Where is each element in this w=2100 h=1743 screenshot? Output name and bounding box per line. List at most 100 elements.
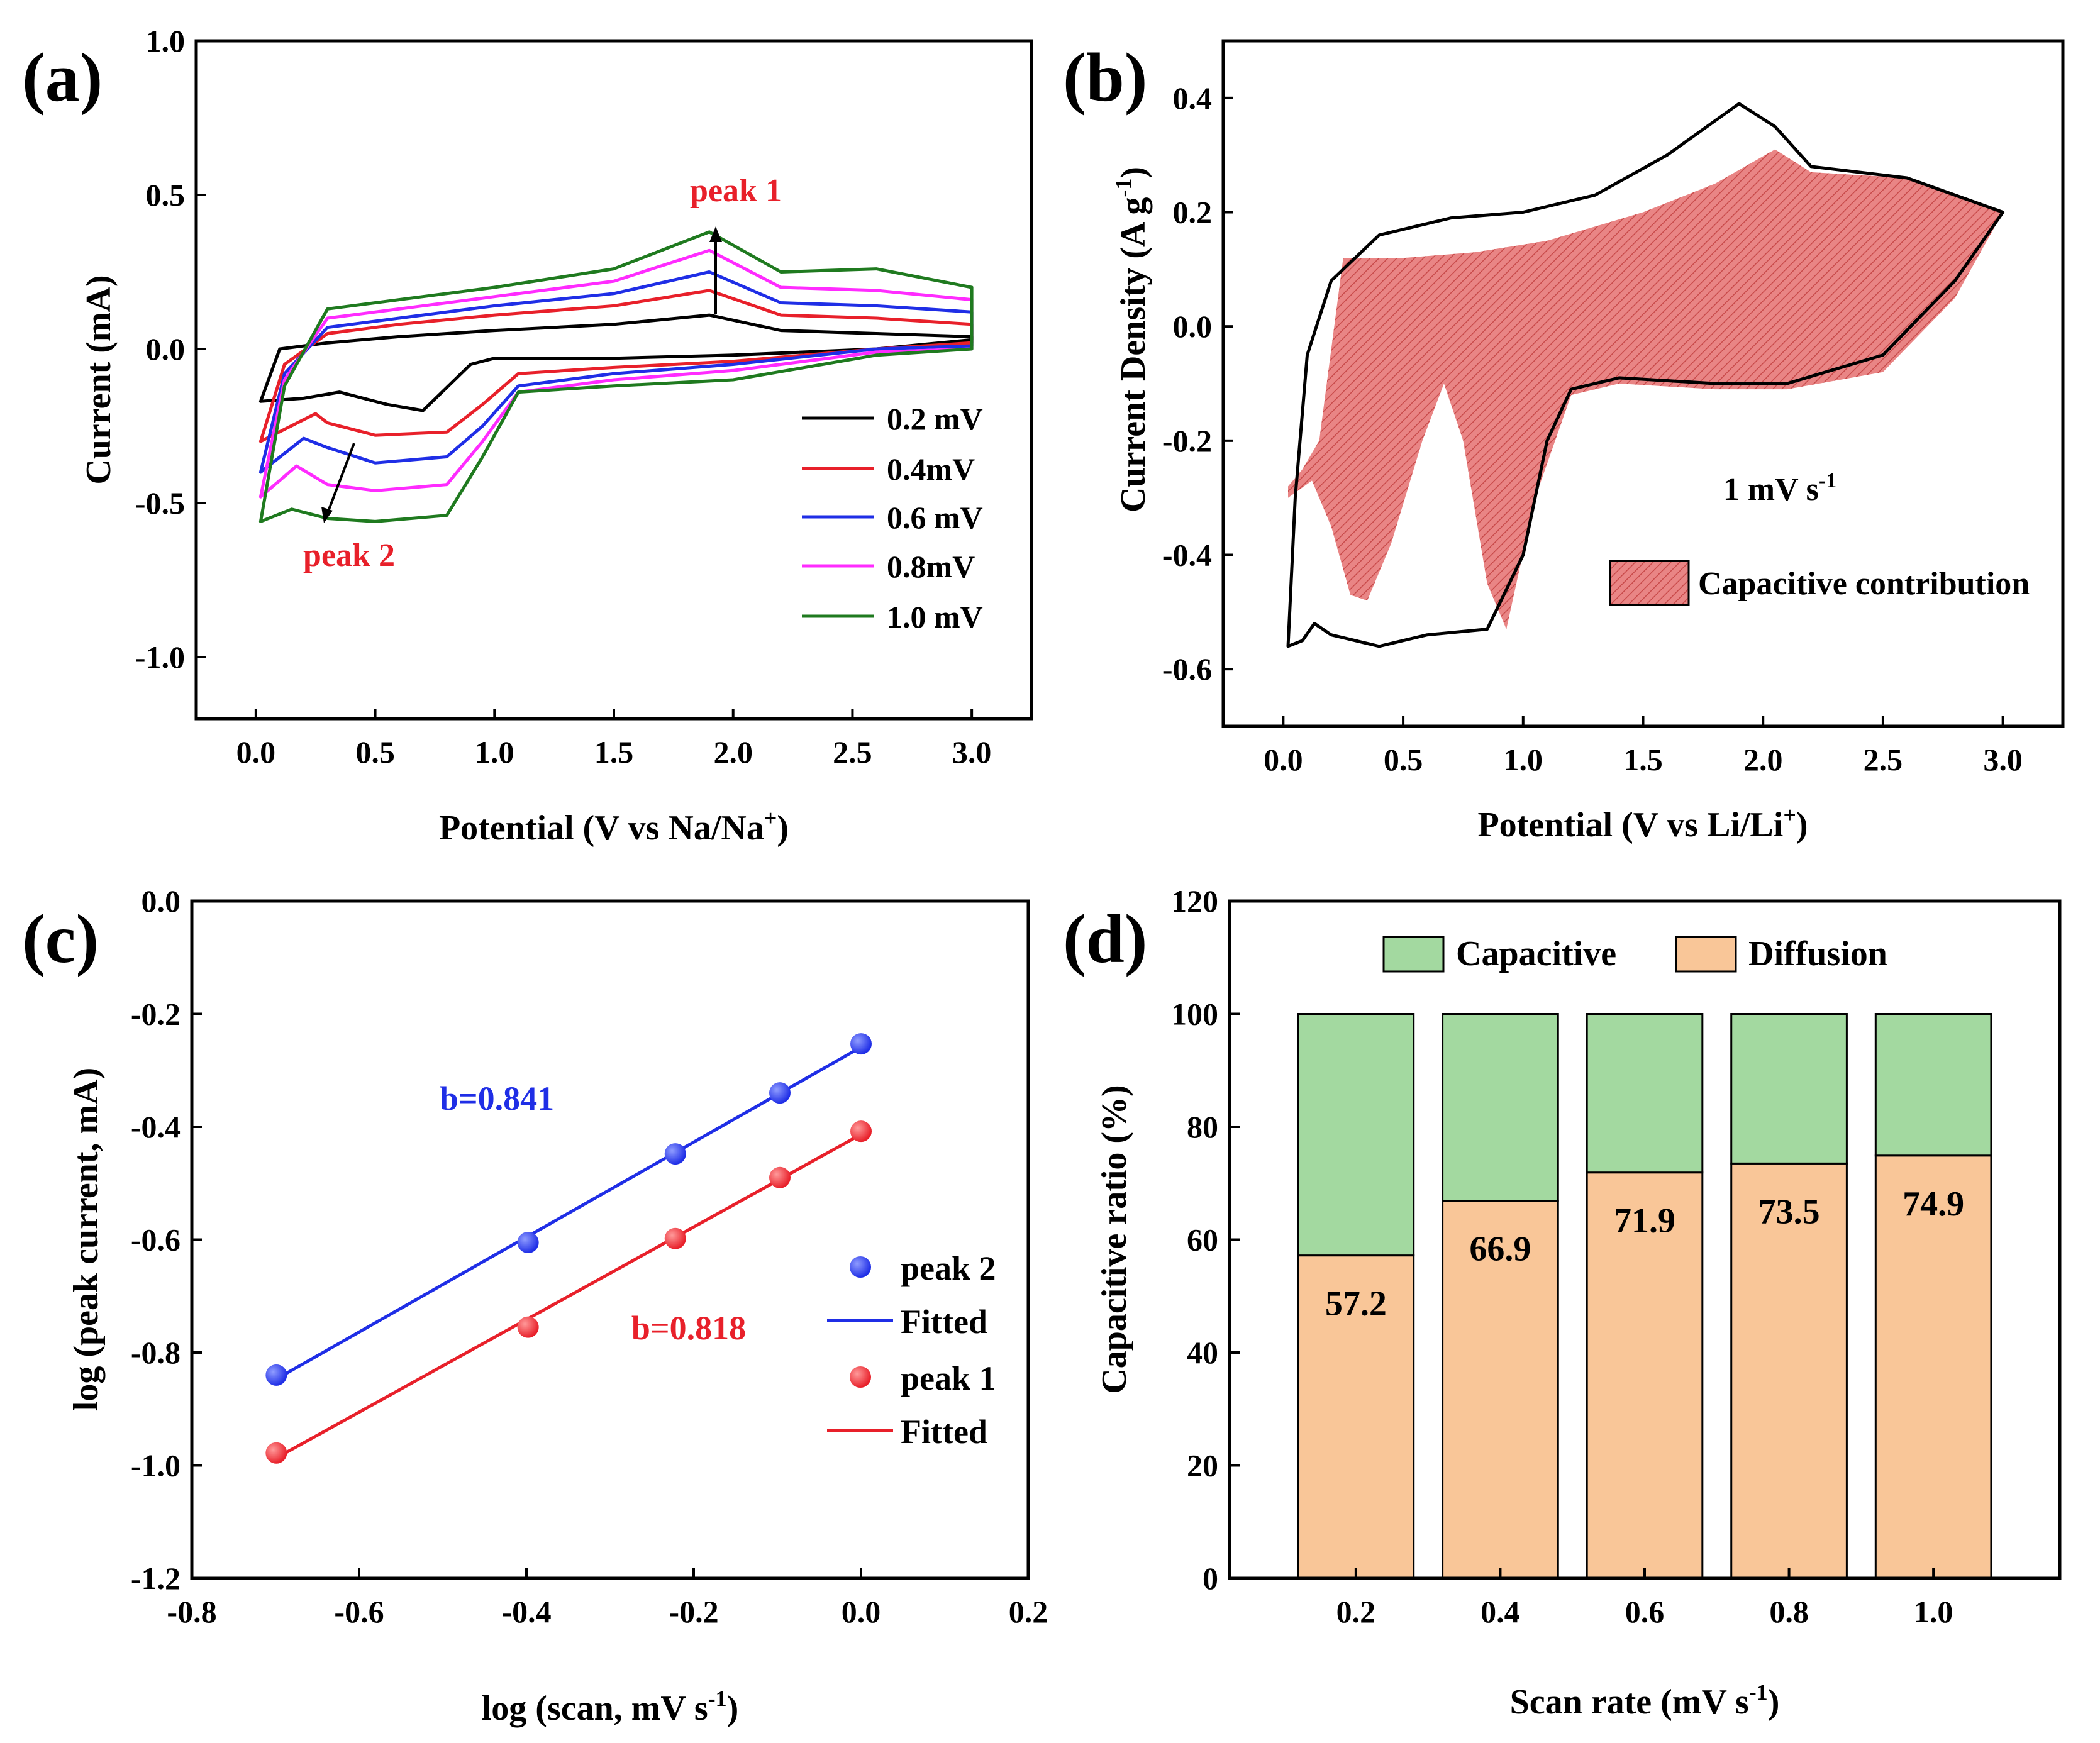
x-tick-label: 2.5 — [1864, 742, 1903, 777]
y-tick-label: 0.0 — [1173, 309, 1213, 344]
fit-line-peak2 — [275, 1046, 862, 1381]
panel-a-series-group — [258, 230, 974, 523]
bar-data-label: 74.9 — [1903, 1185, 1964, 1224]
bar-diffusion — [1442, 1200, 1559, 1580]
panel-c-ticks: -0.8 -0.6 -0.4 -0.2 0.0 0.2 -1.2 -1.0 -0.8 -0.6 -0… — [131, 883, 1048, 1629]
panel-a-legend-item: 0.4mV — [802, 451, 975, 487]
panel-a-legend-item: 1.0 mV — [802, 599, 983, 634]
y-tick-label: -1.2 — [131, 1561, 181, 1596]
panel-d-ticks: 0.2 0.4 0.6 0.8 1.0 0 20 40 60 80 100 120 — [1171, 883, 1953, 1629]
y-tick-label: 20 — [1187, 1448, 1218, 1483]
panel-b-rate-label: 1 mV s-1 — [1723, 469, 1837, 507]
bar-capacitive — [1874, 1013, 1992, 1157]
panel-d-legend: Capacitive Diffusion — [1382, 934, 1887, 973]
bar-capacitive — [1297, 1013, 1415, 1257]
panel-c-legend-item: peak 1 — [850, 1359, 996, 1397]
svg-text:0.4mV: 0.4mV — [887, 451, 975, 487]
panel-b-label: (b) — [1063, 39, 1147, 116]
y-tick-label: -1.0 — [135, 639, 185, 675]
panel-c-ylabel: log (peak current, mA) — [67, 1068, 106, 1411]
total-cv-curve — [1286, 102, 2005, 648]
y-tick-label: 100 — [1171, 997, 1218, 1032]
panel-c-series-group — [265, 1033, 872, 1464]
x-tick-label: 0.4 — [1481, 1594, 1520, 1629]
x-tick-label: 1.0 — [1914, 1594, 1953, 1629]
x-tick-label: 0.5 — [1384, 742, 1423, 777]
panel-b-legend-label: Capacitive contribution — [1698, 566, 2030, 602]
y-tick-label: 1.0 — [146, 23, 186, 58]
panel-b-legend-swatch — [1609, 560, 1690, 606]
data-point-peak2 — [850, 1033, 872, 1055]
y-tick-label: -0.2 — [1162, 423, 1212, 458]
panel-c-legend-item: Fitted — [827, 1413, 987, 1451]
svg-text:Capacitive: Capacitive — [1456, 934, 1616, 973]
panel-d-xlabel: Scan rate (mV s-1) — [1510, 1679, 1780, 1722]
y-tick-label: 0.0 — [146, 331, 186, 367]
x-tick-label: 1.0 — [475, 734, 514, 770]
x-tick-label: 2.0 — [713, 734, 753, 770]
svg-text:Fitted: Fitted — [901, 1303, 987, 1341]
svg-text:0.2 mV: 0.2 mV — [887, 401, 983, 436]
x-tick-label: 0.0 — [236, 734, 276, 770]
y-tick-label: -1.0 — [131, 1448, 181, 1483]
panel-b-ticks: 0.0 0.5 1.0 1.5 2.0 2.5 3.0 -0.6 -0.4 -0.2 0.0 0.2 0… — [1162, 80, 2023, 777]
panel-c-label: (c) — [22, 900, 99, 977]
x-tick-label: 0.2 — [1336, 1594, 1376, 1629]
panel-a-legend-item: 0.2 mV — [802, 401, 983, 436]
panel-b: (b) 0.0 0.5 1.0 1.5 2.0 2.5 3.0-0.6-0.4-0.20.0… — [1063, 39, 2065, 844]
panel-d-bars-group: 57.2 66.9 71.9 73.5 74.9 — [1297, 1013, 1992, 1580]
x-tick-label: -0.6 — [334, 1594, 384, 1629]
panel-c: (c) -0.8 -0.6 -0.4 -0.2 0.0 0.2-1.2-1.0-0.8-0… — [22, 883, 1048, 1728]
panel-d: (d) 57.2 66.9 71.9 73.5 74.9 0.2 0.4 0.6 0.8 1.0… — [1063, 883, 2062, 1722]
x-tick-label: 0.8 — [1769, 1594, 1809, 1629]
panel-c-red-slope: b=0.818 — [631, 1309, 746, 1347]
panel-b-ylabel: Current Density (A g-1) — [1111, 167, 1153, 512]
x-tick-label: 3.0 — [952, 734, 992, 770]
panel-a-ticks: 0.0 0.5 1.0 1.5 2.0 2.5 3.0 -1.0 -0.5 0.0 0.5 1.0 — [135, 23, 992, 770]
panel-c-legend: peak 2 Fitted peak 1 Fitted — [827, 1249, 996, 1451]
panel-d-legend-item: Diffusion — [1675, 934, 1887, 973]
data-point-peak1 — [769, 1166, 791, 1188]
panel-a-peak1-label: peak 1 — [690, 173, 782, 209]
svg-text:peak 2: peak 2 — [901, 1249, 996, 1287]
panel-d-label: (d) — [1063, 900, 1147, 977]
svg-text:0.8mV: 0.8mV — [887, 549, 975, 584]
data-point-peak2 — [265, 1364, 287, 1386]
y-tick-label: -0.4 — [1162, 538, 1212, 573]
y-tick-label: -0.6 — [1162, 651, 1212, 687]
panel-a-peak1-arrowhead — [709, 226, 722, 242]
panel-b-legend: Capacitive contribution — [1609, 560, 2030, 606]
panel-b-xlabel: Potential (V vs Li/Li+) — [1477, 802, 1808, 844]
panel-c-legend-item: peak 2 — [850, 1249, 996, 1287]
y-tick-label: -0.6 — [131, 1222, 181, 1258]
x-tick-label: 2.5 — [833, 734, 872, 770]
x-tick-label: 1.0 — [1504, 742, 1543, 777]
data-point-peak2 — [769, 1082, 791, 1104]
y-tick-label: -0.2 — [131, 997, 181, 1032]
panel-b-series-group — [1286, 102, 2005, 648]
y-tick-label: -0.5 — [135, 485, 185, 521]
x-tick-label: 2.0 — [1743, 742, 1783, 777]
x-tick-label: -0.8 — [167, 1594, 216, 1629]
data-point-peak1 — [664, 1227, 686, 1249]
y-tick-label: 60 — [1187, 1222, 1218, 1258]
panel-a-label: (a) — [22, 39, 103, 116]
x-tick-label: -0.4 — [501, 1594, 551, 1629]
x-tick-label: 3.0 — [1983, 742, 2023, 777]
y-tick-label: 0 — [1203, 1561, 1218, 1596]
data-point-peak1 — [265, 1442, 287, 1464]
bar-capacitive — [1730, 1013, 1848, 1165]
bar-data-label: 71.9 — [1614, 1202, 1675, 1241]
panel-a-ylabel: Current (mA) — [79, 275, 118, 484]
cv-curve-1.0mV — [258, 230, 974, 523]
panel-a-legend-item: 0.6 mV — [802, 500, 983, 535]
svg-text:peak 1: peak 1 — [901, 1359, 996, 1397]
data-point-peak1 — [517, 1316, 539, 1338]
bar-data-label: 66.9 — [1469, 1230, 1531, 1269]
x-tick-label: 1.5 — [1623, 742, 1663, 777]
panel-a-peak2-label: peak 2 — [303, 538, 395, 573]
data-point-peak2 — [517, 1231, 539, 1253]
panel-a-peak2-arrowhead — [321, 507, 333, 523]
panel-a: (a) 0.0 0.5 1.0 1.5 2.0 2.5 3.0 -1.0 -0.5 0.0 0.5 1… — [22, 23, 1033, 848]
y-tick-label: 40 — [1187, 1335, 1218, 1370]
